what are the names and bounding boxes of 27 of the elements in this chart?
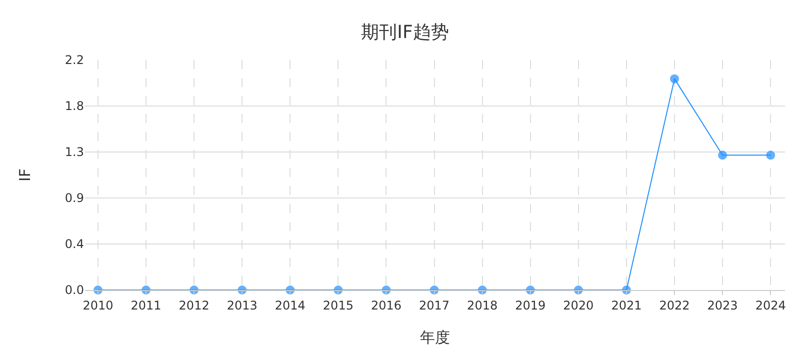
- x-tick-label: 2019: [515, 298, 546, 312]
- x-tick-label: 2017: [419, 298, 450, 312]
- x-tick-label: 2020: [563, 298, 594, 312]
- y-tick-label: 1.3: [64, 145, 84, 160]
- x-tick-label: 2023: [707, 298, 738, 312]
- y-axis-title: IF: [16, 168, 34, 182]
- x-axis-title: 年度: [420, 328, 450, 346]
- x-tick-label: 2012: [178, 298, 210, 312]
- x-tick-label: 2024: [755, 298, 786, 312]
- x-tick-label: 2015: [322, 298, 354, 312]
- x-tick-label: 2018: [467, 298, 498, 312]
- x-tick-label: 2014: [274, 298, 306, 312]
- y-tick-label: 0.9: [64, 191, 84, 206]
- point: [670, 74, 679, 84]
- x-tick-label: 2022: [659, 298, 690, 312]
- y-tick-label: 0.0: [64, 283, 84, 298]
- x-tick-label: 2021: [611, 298, 642, 312]
- x-tick-label: 2013: [226, 298, 258, 312]
- x-tick-label: 2010: [82, 298, 114, 312]
- y-tick-label: 2.2: [64, 53, 84, 68]
- x-tick-label: 2011: [130, 298, 162, 312]
- chart-title: 期刊IF趋势: [361, 22, 449, 43]
- point: [718, 150, 728, 160]
- y-tick-label: 1.8: [64, 99, 84, 114]
- y-tick-label: 0.4: [64, 237, 84, 252]
- point: [766, 150, 776, 160]
- x-tick-label: 2016: [370, 298, 402, 312]
